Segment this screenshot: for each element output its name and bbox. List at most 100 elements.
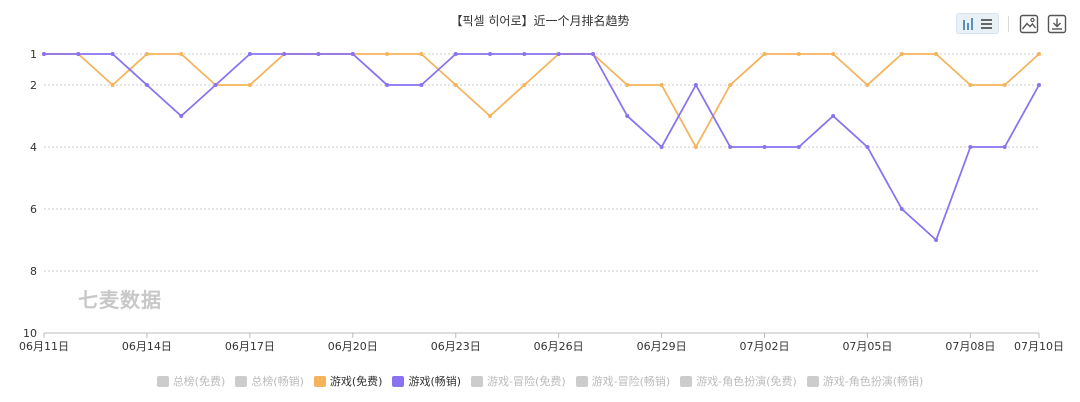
data-point[interactable] (282, 52, 287, 56)
data-point[interactable] (144, 52, 149, 56)
x-tick-label: 06月29日 (637, 340, 687, 353)
x-tick-label: 07月02日 (740, 340, 790, 353)
watermark: 七麦数据 (78, 288, 162, 312)
legend-swatch (680, 375, 693, 387)
x-tick-label: 07月08日 (945, 340, 995, 353)
data-point[interactable] (625, 83, 630, 87)
download-icon (1047, 14, 1067, 33)
toolbar-divider (1008, 16, 1009, 32)
save-image-button[interactable] (1018, 13, 1040, 34)
data-point[interactable] (590, 52, 595, 56)
legend-item[interactable]: 游戏(畅销) (392, 373, 461, 389)
legend-item[interactable]: 游戏-角色扮演(免费) (680, 373, 797, 389)
image-icon (1019, 14, 1039, 33)
x-tick-label: 06月23日 (431, 340, 481, 353)
data-point[interactable] (693, 145, 698, 149)
legend-swatch (575, 375, 588, 387)
data-point[interactable] (1002, 145, 1007, 149)
data-point[interactable] (899, 52, 904, 56)
data-point[interactable] (728, 83, 733, 87)
x-tick-label: 07月05日 (842, 340, 892, 353)
legend: 总榜(免费) 总榜(畅销) 游戏(免费) 游戏(畅销) 游戏-冒险(免费) 游戏-冒险(畅… (0, 373, 1080, 389)
data-point[interactable] (247, 83, 252, 87)
data-point[interactable] (865, 83, 870, 87)
legend-label: 总榜(免费) (172, 375, 226, 388)
data-point[interactable] (968, 145, 973, 149)
x-tick-label: 06月14日 (122, 340, 172, 353)
y-tick-label: 4 (30, 141, 37, 154)
data-point[interactable] (762, 145, 767, 149)
data-point[interactable] (625, 114, 630, 118)
x-tick-label: 06月20日 (328, 340, 378, 353)
data-point[interactable] (179, 114, 184, 118)
data-point[interactable] (1002, 83, 1007, 87)
data-point[interactable] (522, 83, 527, 87)
legend-label: 游戏-角色扮演(免费) (696, 375, 797, 388)
legend-swatch (806, 375, 819, 387)
data-point[interactable] (110, 52, 115, 56)
data-point[interactable] (385, 52, 390, 56)
legend-label: 游戏-冒险(畅销) (591, 375, 671, 388)
data-point[interactable] (350, 52, 355, 56)
y-tick-label: 1 (30, 48, 37, 61)
data-point[interactable] (522, 52, 527, 56)
legend-swatch (235, 375, 248, 387)
data-point[interactable] (762, 52, 767, 56)
data-point[interactable] (831, 114, 836, 118)
data-point[interactable] (693, 83, 698, 87)
data-point[interactable] (488, 52, 493, 56)
data-point[interactable] (213, 83, 218, 87)
bar-chart-icon[interactable] (962, 17, 973, 30)
list-icon[interactable] (980, 18, 992, 29)
data-point[interactable] (556, 52, 561, 56)
data-point[interactable] (453, 52, 458, 56)
data-point[interactable] (659, 83, 664, 87)
x-tick-label: 06月26日 (534, 340, 584, 353)
chart-type-toggle[interactable] (956, 13, 999, 34)
y-tick-label: 6 (30, 203, 37, 216)
x-tick-label: 07月10日 (1014, 340, 1064, 353)
legend-label: 游戏(畅销) (408, 375, 462, 388)
download-button[interactable] (1046, 13, 1068, 34)
data-point[interactable] (453, 83, 458, 87)
data-point[interactable] (419, 52, 424, 56)
data-point[interactable] (934, 52, 939, 56)
data-point[interactable] (247, 52, 252, 56)
series-line-paid[interactable] (44, 53, 1040, 241)
data-point[interactable] (968, 83, 973, 87)
legend-swatch (313, 375, 326, 387)
data-point[interactable] (659, 145, 664, 149)
data-point[interactable] (865, 145, 870, 149)
data-point[interactable] (42, 52, 46, 56)
legend-item[interactable]: 游戏-冒险(免费) (471, 373, 566, 389)
legend-label: 游戏-角色扮演(畅销) (822, 375, 924, 388)
data-point[interactable] (934, 238, 939, 242)
data-point[interactable] (899, 207, 904, 211)
data-point[interactable] (316, 52, 321, 56)
data-point[interactable] (144, 83, 149, 87)
data-point[interactable] (385, 83, 390, 87)
data-point[interactable] (76, 52, 81, 56)
data-point[interactable] (419, 83, 424, 87)
data-point[interactable] (110, 83, 115, 87)
legend-item[interactable]: 游戏(免费) (313, 373, 382, 389)
legend-item[interactable]: 总榜(免费) (156, 373, 226, 389)
data-point[interactable] (728, 145, 733, 149)
data-point[interactable] (488, 114, 493, 118)
data-point[interactable] (831, 52, 836, 56)
data-point[interactable] (1037, 52, 1041, 56)
series-line-free[interactable] (44, 53, 1040, 148)
y-tick-label: 2 (30, 79, 37, 92)
legend-item[interactable]: 游戏-冒险(畅销) (575, 373, 671, 389)
legend-swatch (392, 375, 405, 387)
data-point[interactable] (796, 52, 801, 56)
legend-item[interactable]: 游戏-角色扮演(畅销) (806, 373, 924, 389)
legend-label: 游戏-冒险(免费) (487, 375, 566, 388)
y-tick-label: 10 (23, 327, 37, 340)
data-point[interactable] (1037, 83, 1041, 87)
data-point[interactable] (796, 145, 801, 149)
legend-item[interactable]: 总榜(畅销) (235, 373, 304, 389)
y-tick-label: 8 (30, 265, 37, 278)
legend-swatch (156, 375, 169, 387)
data-point[interactable] (179, 52, 184, 56)
